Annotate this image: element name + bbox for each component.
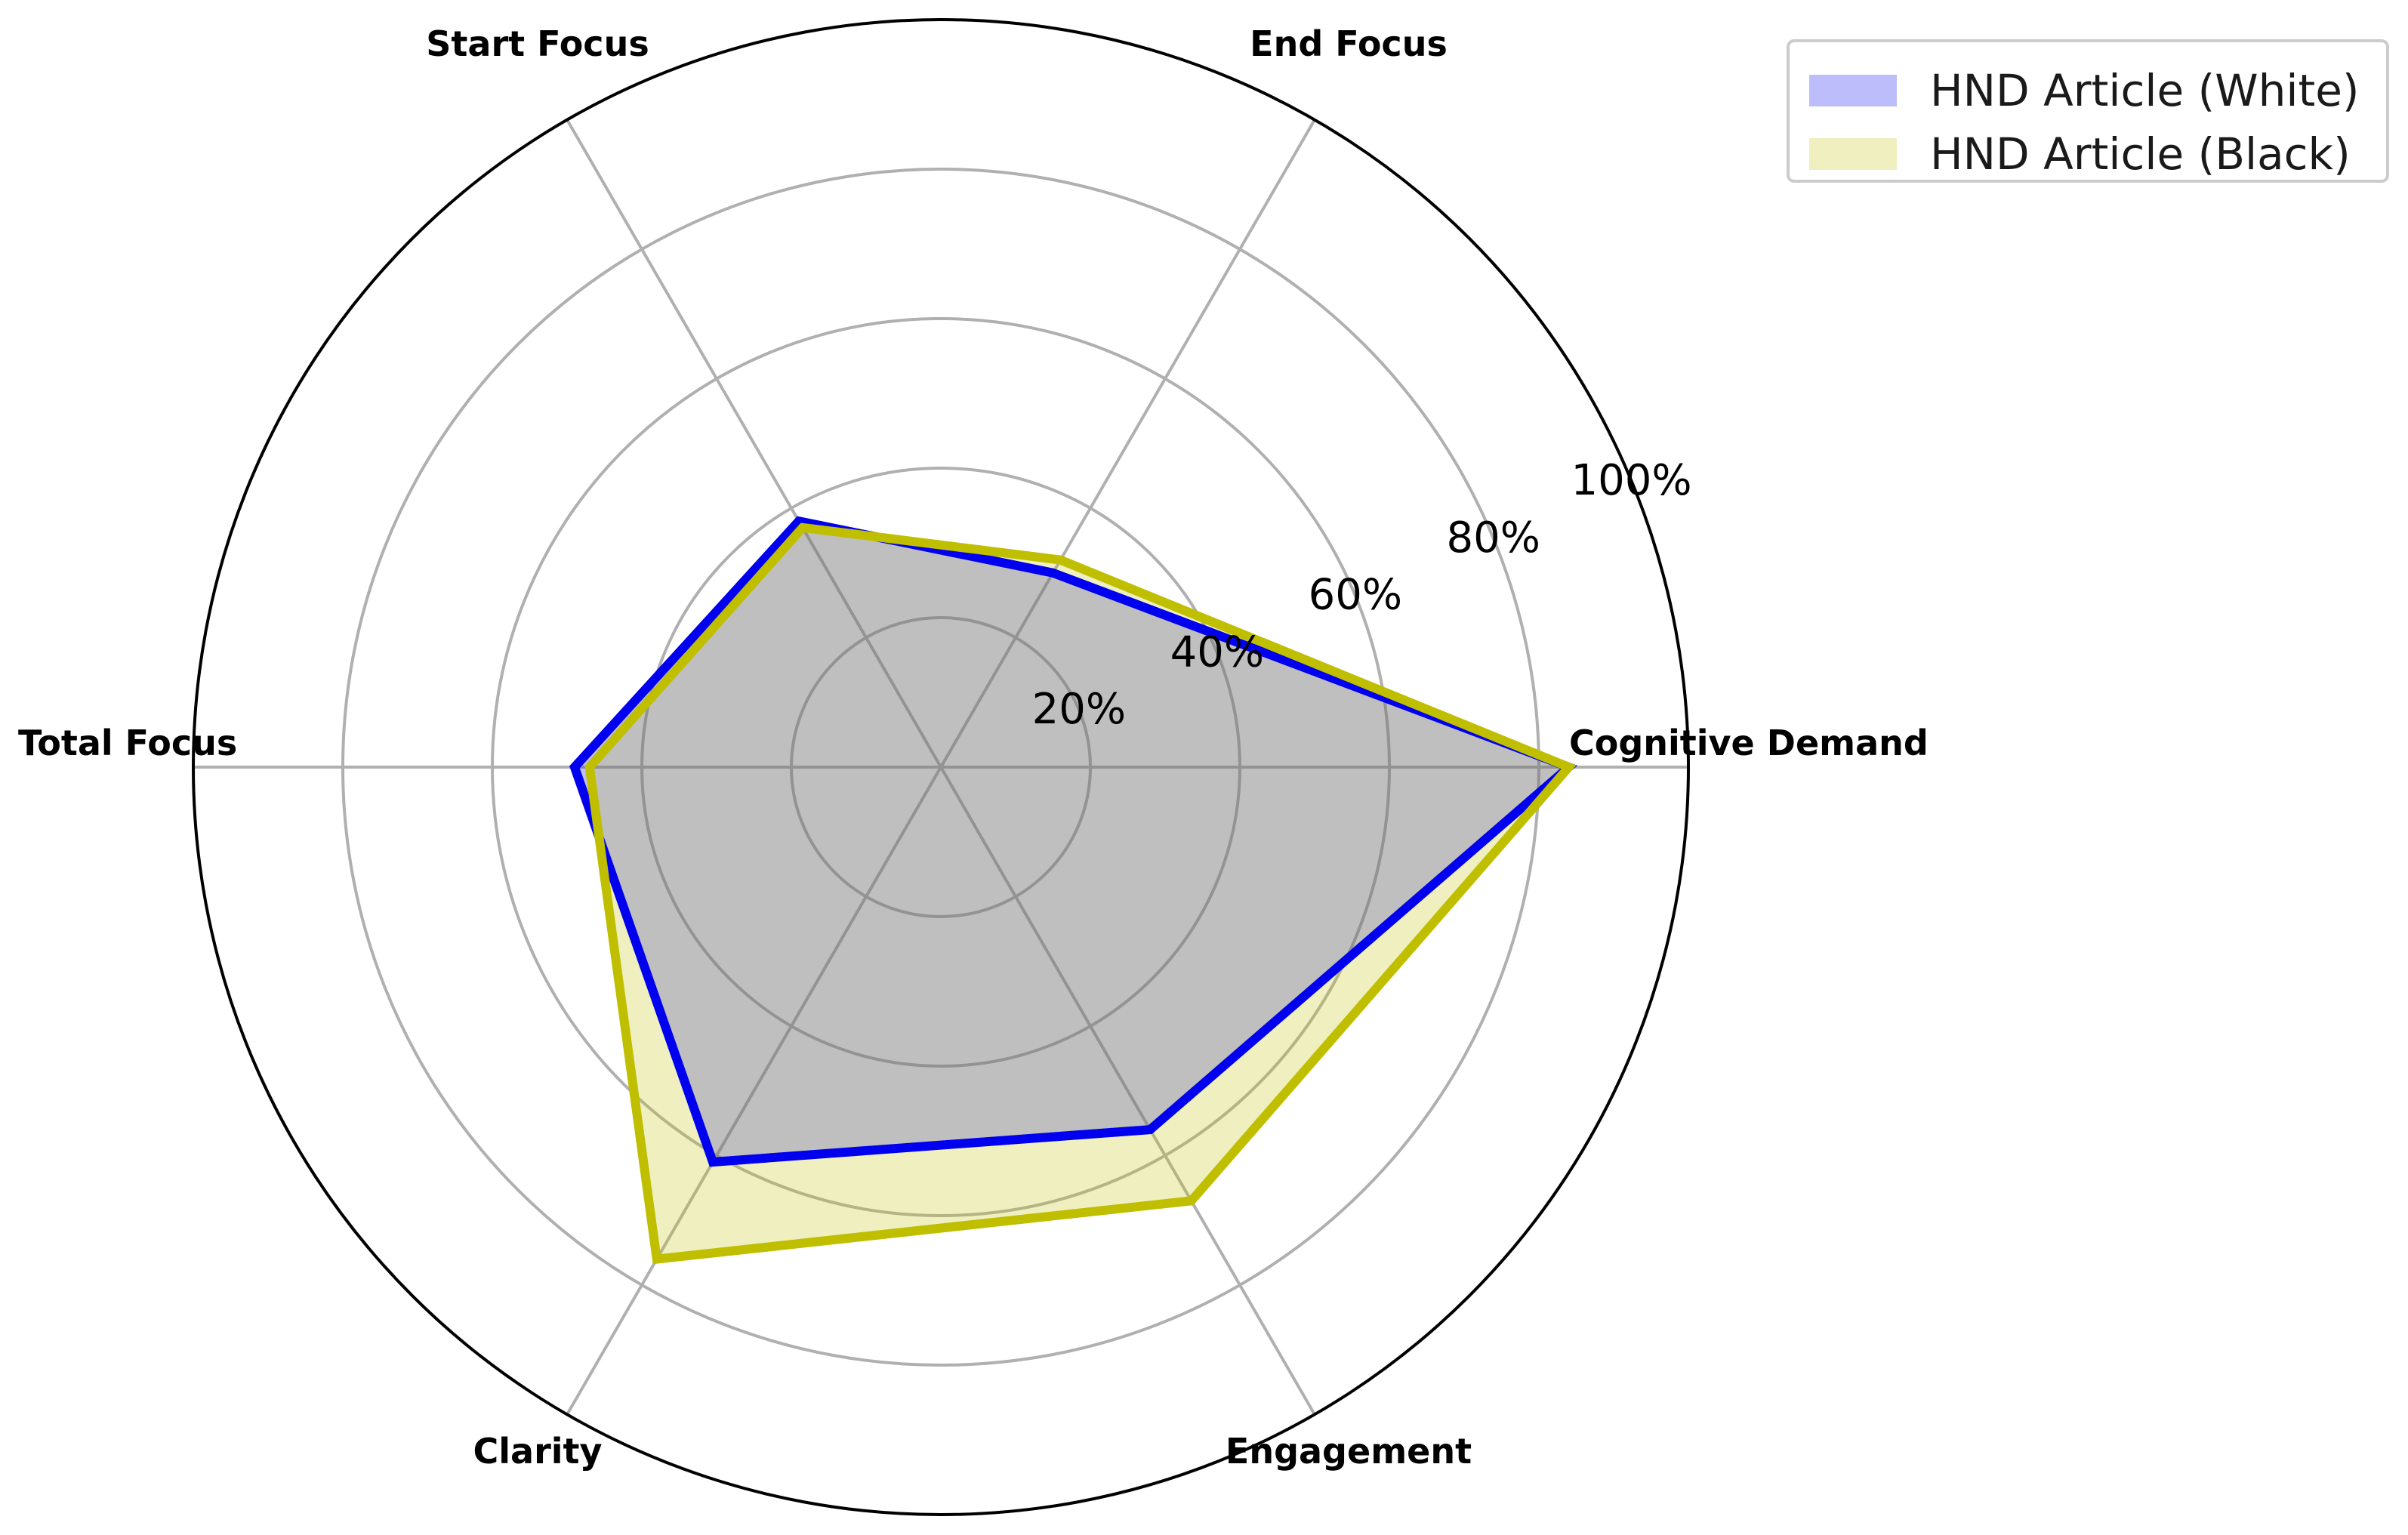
radial-tick-label: 60%: [1309, 571, 1402, 620]
radial-tick-label: 20%: [1032, 685, 1126, 734]
chart-legend: HND Article (White) HND Article (Black): [1787, 39, 2389, 183]
radial-tick-labels: 20% 40% 60% 80% 100%: [1032, 456, 1692, 734]
legend-label-white: HND Article (White): [1930, 65, 2360, 116]
axis-label: Clarity: [473, 1431, 603, 1472]
grid-spoke: [939, 766, 1316, 1416]
axis-label: Total Focus: [18, 723, 237, 763]
legend-entry-black: HND Article (Black): [1809, 128, 2351, 180]
grid-spoke: [566, 119, 942, 769]
radar-series: [569, 516, 1578, 1265]
outer-ring: [192, 18, 1690, 1516]
grid-spoke: [566, 766, 942, 1416]
axis-label: Start Focus: [426, 23, 649, 64]
radar-grid: [192, 18, 1690, 1516]
legend-swatch-white: [1809, 75, 1897, 106]
legend-label-black: HND Article (Black): [1930, 128, 2351, 180]
radial-tick-label: 40%: [1170, 628, 1264, 677]
axis-labels: Cognitive Demand End Focus Start Focus Tota…: [18, 23, 1929, 1472]
radial-tick-label: 80%: [1446, 513, 1540, 563]
grid-spoke: [939, 119, 1316, 769]
series-fill-0: [574, 521, 1569, 1162]
series-line-1: [584, 522, 1577, 1265]
axis-label: Cognitive Demand: [1569, 723, 1929, 763]
legend-swatch-black: [1809, 138, 1897, 170]
radial-tick-label: 100%: [1571, 456, 1692, 505]
legend-entry-white: HND Article (White): [1809, 65, 2360, 116]
series-fill-1: [589, 527, 1569, 1259]
axis-label: Engagement: [1226, 1431, 1472, 1472]
axis-label: End Focus: [1250, 23, 1448, 64]
series-line-0: [569, 516, 1578, 1167]
